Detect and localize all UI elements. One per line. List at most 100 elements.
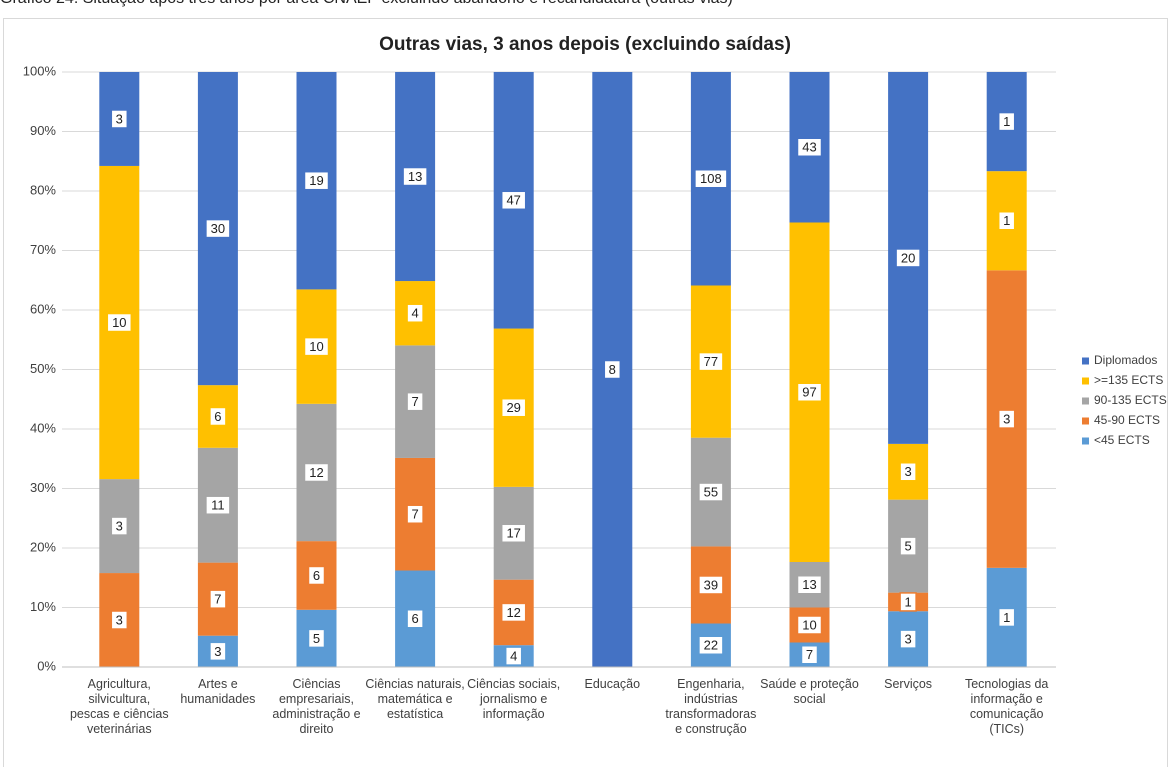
data-label: 10 xyxy=(802,617,816,632)
data-label-box xyxy=(406,609,424,629)
y-tick-label: 40% xyxy=(30,420,56,435)
data-label: 7 xyxy=(411,394,418,409)
data-label: 6 xyxy=(214,409,221,424)
data-label: 7 xyxy=(806,647,813,662)
data-label: 4 xyxy=(411,306,418,321)
data-label-box xyxy=(504,646,523,666)
data-label: 6 xyxy=(313,568,320,583)
data-label: 20 xyxy=(901,250,915,265)
data-label: 3 xyxy=(116,519,123,534)
data-label: 3 xyxy=(116,612,123,627)
data-label: 1 xyxy=(904,594,911,609)
y-tick-label: 50% xyxy=(30,361,56,376)
data-label-box xyxy=(796,575,823,595)
data-label-box xyxy=(698,351,724,372)
y-tick-label: 80% xyxy=(30,182,56,197)
data-label-box xyxy=(698,482,724,502)
data-label-box xyxy=(307,628,326,649)
legend-label: <45 ECTS xyxy=(1094,433,1150,447)
data-label-box xyxy=(997,111,1016,132)
x-tick-label: Agricultura, silvicultura, pescas e ciên… xyxy=(69,677,169,736)
y-tick-label: 60% xyxy=(30,301,56,316)
data-label: 3 xyxy=(904,464,911,479)
legend-label: 90-135 ECTS xyxy=(1094,393,1167,407)
y-tick-label: 90% xyxy=(30,123,56,138)
data-label: 5 xyxy=(904,539,911,554)
data-label: 10 xyxy=(309,339,323,354)
data-label-box xyxy=(800,645,819,665)
data-label-box xyxy=(997,409,1016,429)
data-label: 47 xyxy=(506,193,520,208)
legend-swatch xyxy=(1082,437,1089,445)
chart-border xyxy=(3,18,1168,767)
legend-swatch xyxy=(1082,357,1089,365)
legend-swatch xyxy=(1082,377,1089,385)
y-tick-label: 30% xyxy=(30,480,56,495)
data-label-box xyxy=(110,516,129,536)
x-tick-label: Serviços xyxy=(884,677,933,691)
data-label-box xyxy=(796,137,823,157)
data-label: 7 xyxy=(214,592,221,607)
data-label: 108 xyxy=(700,171,722,186)
data-label-box xyxy=(205,218,231,239)
legend-label: Diplomados xyxy=(1094,353,1157,367)
data-label: 1 xyxy=(1003,610,1010,625)
data-label-box xyxy=(303,336,330,357)
data-label-box xyxy=(698,635,724,656)
data-label-box xyxy=(406,391,424,412)
data-label: 10 xyxy=(112,315,126,330)
data-label-box xyxy=(899,536,917,556)
data-label-box xyxy=(899,462,917,482)
data-label: 97 xyxy=(802,385,816,400)
data-label-box xyxy=(997,607,1016,628)
data-label: 30 xyxy=(211,221,225,236)
legend-swatch xyxy=(1082,417,1089,425)
legend-label: 45-90 ECTS xyxy=(1094,413,1160,427)
x-tick-label: Ciências sociais, jornalismo e informaçã… xyxy=(467,677,561,721)
data-label-box xyxy=(106,312,133,333)
data-label: 5 xyxy=(313,631,320,646)
data-label: 39 xyxy=(704,577,718,592)
data-label-box xyxy=(796,382,823,402)
data-label: 3 xyxy=(1003,412,1010,427)
x-tick-label: Ciências naturais, matemática e estatíst… xyxy=(365,677,465,721)
x-tick-label: Educação xyxy=(584,677,641,691)
data-label-box xyxy=(899,592,917,612)
x-tick-label: Ciências empresariais, administração e d… xyxy=(272,677,361,736)
data-label: 7 xyxy=(411,507,418,522)
data-label-box xyxy=(406,504,424,524)
chart-title: Outras vias, 3 anos depois (excluindo sa… xyxy=(379,34,791,55)
legend-swatch xyxy=(1082,397,1089,405)
data-label-box xyxy=(603,359,622,380)
data-label: 6 xyxy=(411,611,418,626)
y-tick-label: 70% xyxy=(30,242,56,257)
x-tick-label: Artes e humanidades xyxy=(180,677,256,706)
y-tick-label: 0% xyxy=(37,658,56,673)
data-label-box xyxy=(402,166,428,187)
data-label: 17 xyxy=(506,526,520,541)
data-label-box xyxy=(698,575,724,595)
y-tick-label: 10% xyxy=(30,599,56,614)
x-tick-label: Engenharia, indústrias transformadoras e… xyxy=(665,677,757,736)
data-label-box xyxy=(500,190,527,211)
data-label: 43 xyxy=(802,140,816,155)
data-label: 13 xyxy=(802,577,816,592)
data-label-box xyxy=(500,397,527,418)
data-label-box xyxy=(895,248,921,268)
data-label-box xyxy=(899,629,917,649)
data-label: 12 xyxy=(506,605,520,620)
data-label-box xyxy=(110,109,129,129)
data-label-box xyxy=(694,168,728,189)
data-label: 11 xyxy=(211,498,225,513)
x-tick-label: Tecnologias da informação e comunicação … xyxy=(964,677,1049,736)
data-label-box xyxy=(406,303,424,323)
data-label-box xyxy=(209,641,227,662)
data-label-box xyxy=(500,602,527,623)
x-tick-label: Saúde e proteção social xyxy=(760,677,859,706)
data-label-box xyxy=(796,615,823,635)
data-label-box xyxy=(209,589,227,609)
data-label: 22 xyxy=(704,638,718,653)
data-label-box xyxy=(303,170,330,191)
